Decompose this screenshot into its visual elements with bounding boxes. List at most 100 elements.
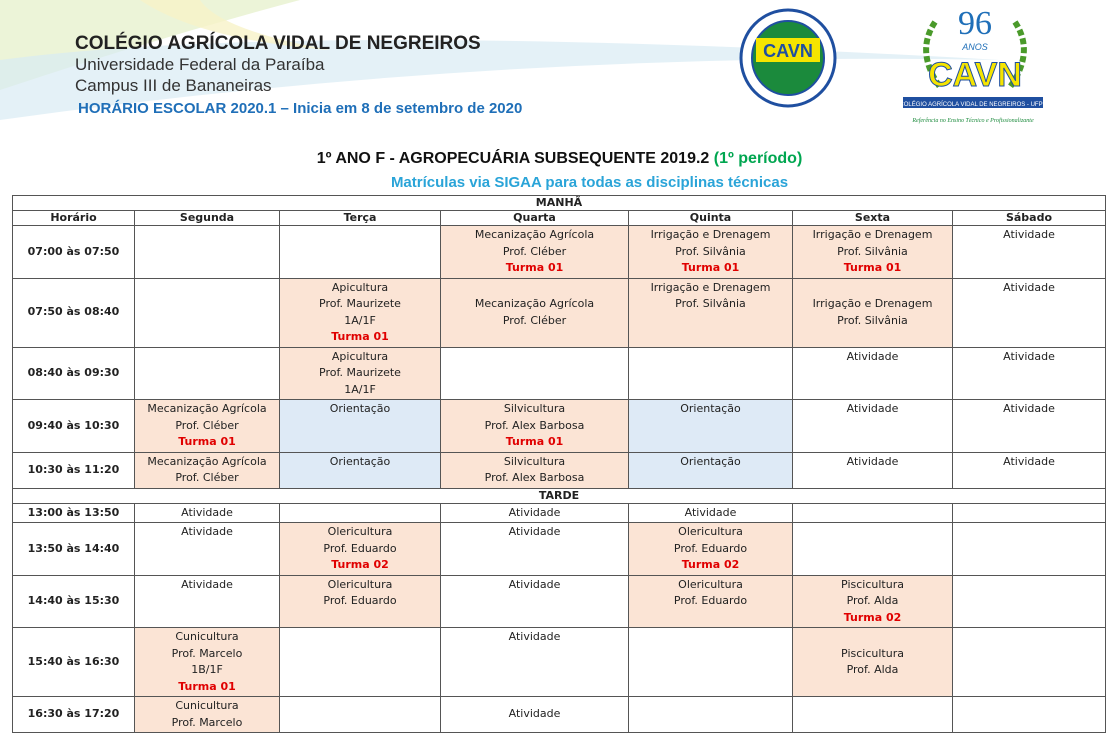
school-header: COLÉGIO AGRÍCOLA VIDAL DE NEGREIROS Univ… — [75, 33, 522, 119]
table-row: 07:00 às 07:50 Mecanização Agrícola Prof. … — [12, 225, 1106, 279]
section-row: TARDE — [12, 487, 1106, 504]
schedule-cell: Atividade — [952, 451, 1106, 489]
table-row: 07:50 às 08:40 Apicultura Prof. Maurizete 1… — [12, 277, 1106, 348]
schedule-cell — [628, 696, 793, 733]
subject-name: Apicultura — [331, 349, 389, 363]
cell-line: Prof. Eduardo — [323, 594, 397, 607]
table-row: 14:40 às 15:30 Atividade Olericultura Prof.… — [12, 574, 1106, 628]
subject-name: Atividade — [1003, 280, 1055, 294]
turma-label: Turma 01 — [843, 261, 902, 274]
turma-label: Turma 01 — [505, 435, 564, 448]
cell-line: Prof. Cléber — [175, 418, 239, 432]
subject-name: Mecanização Agrícola — [147, 402, 267, 415]
cell-line: Prof. Cléber — [502, 244, 567, 258]
subject-name: Atividade — [1003, 402, 1055, 415]
subject-name: Atividade — [508, 525, 561, 538]
column-header: Quarta — [440, 210, 629, 226]
subject-name: Olericultura — [678, 525, 743, 538]
cell-line: Prof. Marcelo — [171, 715, 243, 729]
table-row: 15:40 às 16:30 Cunicultura Prof. Marcelo 1B… — [12, 627, 1106, 697]
schedule-cell — [628, 627, 793, 697]
cell-line: Prof. Eduardo — [323, 541, 397, 555]
cell-line: Prof. Alda — [846, 663, 899, 676]
schedule-cell: Apicultura Prof. Maurizete 1A/1F Turma 01 — [279, 277, 441, 348]
subject-name: Piscicultura — [841, 577, 904, 591]
subject-name: Olericultura — [327, 525, 393, 538]
cell-line: Prof. Cléber — [502, 313, 567, 327]
schedule-cell — [279, 627, 441, 697]
schedule-cell — [279, 225, 441, 279]
section-row: MANHÃ — [12, 195, 1106, 211]
schedule-cell: Apicultura Prof. Maurizete 1A/1F — [279, 346, 441, 400]
subject-name: Olericultura — [678, 577, 743, 591]
schedule-cell: Mecanização Agrícola Prof. Cléber Turma 01 — [134, 399, 280, 453]
schedule-cell: Olericultura Prof. Eduardo — [279, 574, 441, 628]
subject-name: Orientação — [680, 454, 741, 468]
section-label: TARDE — [12, 487, 1106, 504]
schedule-cell — [952, 522, 1106, 576]
column-header: Horário — [12, 210, 135, 226]
cell-line: 1B/1F — [191, 663, 223, 676]
schedule-cell — [952, 627, 1106, 697]
schedule-cell — [792, 696, 953, 733]
schedule-cell: Atividade — [440, 696, 629, 733]
turma-label: Turma 02 — [331, 558, 389, 571]
cell-line: Prof. Maurizete — [319, 366, 401, 379]
column-header: Quinta — [628, 210, 793, 226]
schedule-cell: Irrigação e Drenagem Prof. Silvânia — [628, 277, 793, 348]
subject-name: Orientação — [329, 402, 391, 415]
schedule-cell: Atividade — [792, 451, 953, 489]
subject-name: Atividade — [508, 577, 561, 591]
schedule-cell — [134, 225, 280, 279]
subject-name: Silvicultura — [503, 402, 566, 415]
schedule-cell — [792, 502, 953, 523]
table-row: 08:40 às 09:30 Apicultura Prof. Maurizete 1… — [12, 346, 1106, 400]
time-slot: 14:40 às 15:30 — [12, 574, 135, 628]
schedule-cell: Atividade — [952, 399, 1106, 453]
schedule-cell: Orientação — [628, 399, 793, 453]
time-slot: 09:40 às 10:30 — [12, 399, 135, 453]
cell-line: Prof. Alex Barbosa — [484, 418, 585, 432]
schedule-cell: Atividade — [792, 399, 953, 453]
schedule-cell: Orientação — [628, 451, 793, 489]
cell-line: Prof. Cléber — [175, 471, 239, 484]
class-title-main: 1º ANO F - AGROPECUÁRIA SUBSEQUENTE 2019… — [316, 150, 710, 167]
schedule-cell: Atividade — [792, 346, 953, 400]
time-slot: 15:40 às 16:30 — [12, 627, 135, 697]
turma-label: Turma 02 — [843, 610, 902, 624]
schedule-cell — [279, 502, 441, 523]
cell-line: Prof. Alex Barbosa — [484, 471, 585, 484]
subject-name: Cunicultura — [175, 630, 239, 643]
subject-name: Apicultura — [331, 280, 389, 294]
turma-label: Turma 01 — [178, 679, 236, 693]
subject-name: Atividade — [508, 630, 561, 643]
column-header: Terça — [279, 210, 441, 226]
subject-name: Mecanização Agrícola — [147, 454, 267, 468]
subject-name: Irrigação e Drenagem — [812, 297, 933, 310]
subject-name: Atividade — [846, 402, 899, 415]
schedule-cell: Olericultura Prof. Eduardo Turma 02 — [279, 522, 441, 576]
schedule-cell: Atividade — [134, 574, 280, 628]
schedule-cell: Atividade — [628, 502, 793, 523]
header-row: Horário Segunda Terça Quarta Quinta Sexta Sába… — [12, 210, 1106, 226]
time-slot: 13:50 às 14:40 — [12, 522, 135, 576]
schedule-cell — [440, 346, 629, 400]
schedule-cell: Cunicultura Prof. Marcelo — [134, 696, 280, 733]
schedule-cell: Atividade — [440, 502, 629, 523]
schedule-cell: Olericultura Prof. Eduardo Turma 02 — [628, 522, 793, 576]
subject-name: Atividade — [1003, 454, 1055, 468]
time-slot: 10:30 às 11:20 — [12, 451, 135, 489]
schedule-cell: Orientação — [279, 399, 441, 453]
subject-name: Silvicultura — [503, 454, 566, 468]
schedule-cell: Silvicultura Prof. Alex Barbosa Turma 01 — [440, 399, 629, 453]
schedule-cell: Mecanização Agrícola Prof. Cléber Turma 01 — [440, 225, 629, 279]
cell-line: 1A/1F — [344, 313, 376, 327]
cell-line: Prof. Alda — [846, 594, 899, 607]
column-header: Sexta — [792, 210, 953, 226]
university-name: Universidade Federal da Paraíba — [75, 55, 325, 74]
subject-name: Atividade — [508, 707, 561, 721]
turma-label: Turma 01 — [331, 330, 389, 343]
schedule-cell: Mecanização Agrícola Prof. Cléber — [440, 277, 629, 348]
schedule-cell: Atividade — [134, 522, 280, 576]
cell-line: Prof. Eduardo — [673, 594, 748, 607]
